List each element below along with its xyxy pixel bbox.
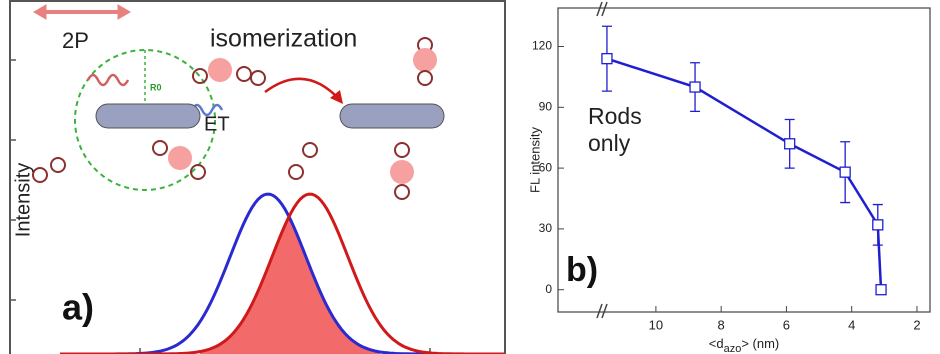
data-point (784, 138, 796, 150)
panel-label: b) (566, 251, 598, 289)
x-tick-label: 6 (783, 317, 790, 332)
label-et: ET (204, 113, 230, 135)
annotation: only (588, 130, 631, 156)
nanorod (95, 103, 201, 129)
x-label-sub: azo (724, 343, 742, 354)
y-tick-label: 120 (532, 39, 552, 53)
emission-curve (60, 192, 504, 354)
azo-molecules (32, 37, 437, 200)
x-tick-label: 8 (718, 317, 725, 332)
x-label-end: > (nm) (741, 336, 779, 351)
data-point (875, 284, 887, 296)
data-point (872, 219, 884, 231)
data-point (689, 81, 701, 93)
data-point (601, 53, 613, 65)
forster-radius (74, 49, 216, 191)
panel-a-frame (9, 0, 506, 354)
transfer-wave (190, 103, 224, 117)
excitation-wave (86, 73, 130, 87)
panel-b: FL intensity <dazo> (nm) Rods only b) 0 3… (527, 1, 931, 354)
y-axis-label: FL intensity (527, 127, 542, 193)
x-tick-label: 4 (848, 317, 855, 332)
x-axis-label: <dazo> (nm) (709, 336, 780, 354)
data-point (839, 166, 851, 178)
x-tick-label: 10 (649, 317, 663, 332)
annotation: Rods (588, 103, 642, 129)
plot-frame (557, 7, 931, 313)
label-isomerization: isomerization (210, 25, 357, 53)
isomerization-arrow (264, 77, 341, 101)
y-tick-label: 90 (539, 99, 553, 113)
y-tick-label: 30 (539, 221, 553, 235)
overlap-fill (200, 218, 380, 354)
y-tick-label: 60 (539, 160, 553, 174)
polarization-arrow (33, 4, 131, 20)
panel-a: Intensity 2P isomerization ET R0 a) (9, 0, 506, 354)
nanorod (339, 103, 445, 129)
axis-break (596, 1, 608, 319)
label-r0: R0 (150, 82, 162, 92)
y-tick-label: 0 (545, 282, 552, 296)
x-tick-label: 2 (913, 317, 920, 332)
label-2p: 2P (62, 28, 89, 53)
y-axis-label: Intensity (12, 163, 34, 237)
panel-label: a) (62, 287, 94, 328)
arrow-head (330, 90, 343, 104)
x-label-main: <d (709, 336, 724, 351)
